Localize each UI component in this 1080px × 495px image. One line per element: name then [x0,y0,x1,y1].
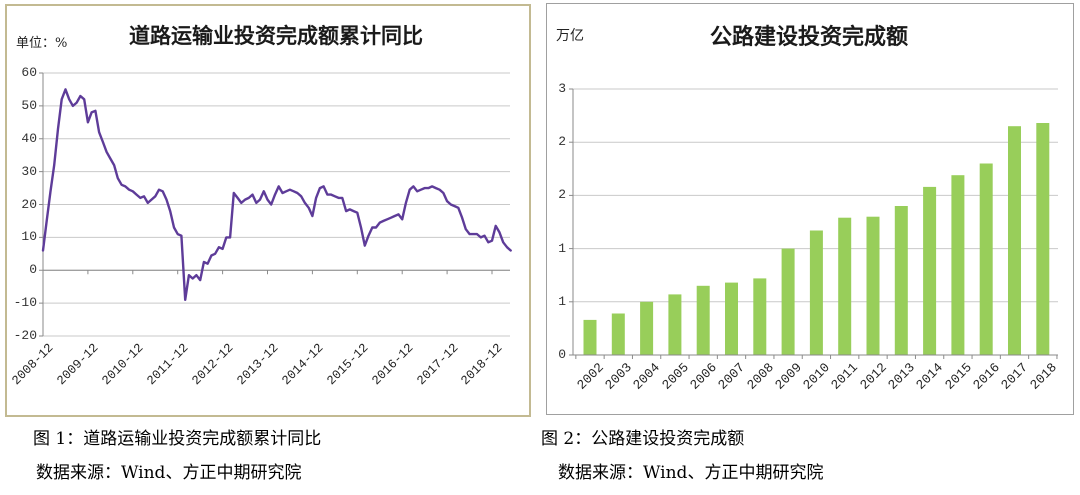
figure2-bars [583,123,1050,355]
figure1-axes [39,72,510,337]
figure2-caption: 图 2：公路建设投资完成额 [541,429,745,449]
figure1-data-line [41,88,512,301]
figure2-axes [569,88,1058,359]
figure1-unit-label: 单位：% [16,36,68,51]
figure2-source: 数据来源：Wind、方正中期研究院 [558,463,824,483]
figure2-title: 公路建设投资完成额 [709,24,908,49]
figure1-gridlines [43,72,510,337]
figure2-unit-label: 万亿 [556,28,584,44]
figure1-title: 道路运输业投资完成额累计同比 [129,25,423,48]
figure1-caption: 图 1：道路运输业投资完成额累计同比 [33,429,322,449]
figure1-source: 数据来源：Wind、方正中期研究院 [36,463,302,483]
